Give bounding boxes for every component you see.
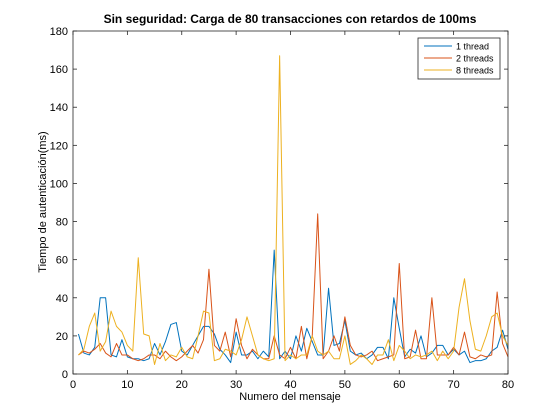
y-tick-label: 140: [50, 102, 68, 114]
y-tick-label: 60: [56, 255, 68, 267]
y-tick-label: 80: [56, 217, 68, 229]
legend: 1 thread 2 threads 8 threads: [417, 37, 501, 80]
x-tick-label: 30: [230, 379, 242, 391]
plot-area: [73, 31, 508, 374]
x-tick-label: 10: [121, 379, 133, 391]
series-layer: [77, 55, 509, 365]
series-line-2-threads: [78, 213, 509, 362]
y-axis: 0 20 40 60 80 100 120 140 160 180: [50, 26, 508, 381]
chart-title: Sin seguridad: Carga de 80 transacciones…: [104, 12, 477, 26]
x-tick-label: 20: [176, 379, 188, 391]
x-tick-label: 50: [339, 379, 351, 391]
x-tick-label: 40: [284, 379, 296, 391]
y-tick-label: 160: [50, 64, 68, 76]
y-tick-label: 100: [50, 178, 68, 190]
x-tick-label: 0: [70, 379, 76, 391]
y-tick-label: 180: [50, 26, 68, 38]
y-tick-label: 20: [56, 331, 68, 343]
legend-label: 2 threads: [456, 54, 494, 64]
x-axis: 0 10 20 30 40 50 60 70 80: [70, 31, 514, 391]
y-tick-label: 120: [50, 140, 68, 152]
y-axis-label: Tiempo de autenticación(ms): [37, 131, 49, 272]
x-axis-label: Numero del mensaje: [239, 391, 341, 403]
y-tick-label: 40: [56, 293, 68, 305]
legend-items: 1 thread 2 threads 8 threads: [424, 42, 494, 76]
legend-label: 1 thread: [456, 42, 489, 52]
x-tick-label: 70: [448, 379, 460, 391]
x-tick-label: 60: [393, 379, 405, 391]
series-line-8-threads: [78, 55, 509, 365]
legend-label: 8 threads: [456, 66, 494, 76]
y-tick-label: 0: [62, 369, 68, 381]
x-tick-label: 80: [502, 379, 514, 391]
